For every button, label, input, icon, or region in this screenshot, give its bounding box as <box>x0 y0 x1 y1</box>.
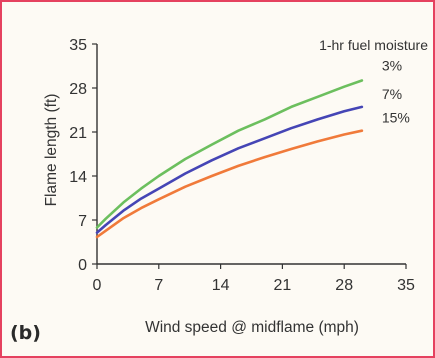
series-line-2 <box>95 105 364 234</box>
series-lines: 3% 7% 15% <box>95 57 410 239</box>
y-tick-label: 28 <box>69 81 87 98</box>
series-label-2: 7% <box>382 86 402 102</box>
x-tick-label: 7 <box>154 277 163 294</box>
labels: Flame length (ft) Wind speed @ midflame … <box>43 37 428 336</box>
y-axis-label: Flame length (ft) <box>43 94 60 207</box>
x-tick-label: 14 <box>212 277 230 294</box>
series-label-3: 15% <box>382 110 410 126</box>
series-line-3 <box>95 129 364 239</box>
series-line-1 <box>95 79 364 229</box>
y-tick-label: 21 <box>69 125 87 142</box>
axes: 0 7 14 21 28 35 0 7 14 21 28 35 <box>69 37 415 294</box>
x-tick-label: 21 <box>274 277 292 294</box>
y-tick-label: 7 <box>78 213 87 230</box>
y-tick-label: 14 <box>69 169 87 186</box>
legend-title: 1-hr fuel moisture <box>319 37 428 53</box>
series-label-1: 3% <box>382 57 402 73</box>
x-tick-label: 0 <box>93 277 102 294</box>
x-axis-label: Wind speed @ midflame (mph) <box>145 319 359 336</box>
panel-label: (b) <box>10 322 41 344</box>
x-tick-label: 28 <box>335 277 353 294</box>
y-tick-label: 35 <box>69 37 87 54</box>
x-tick-label: 35 <box>397 277 415 294</box>
y-tick-label: 0 <box>78 257 87 274</box>
